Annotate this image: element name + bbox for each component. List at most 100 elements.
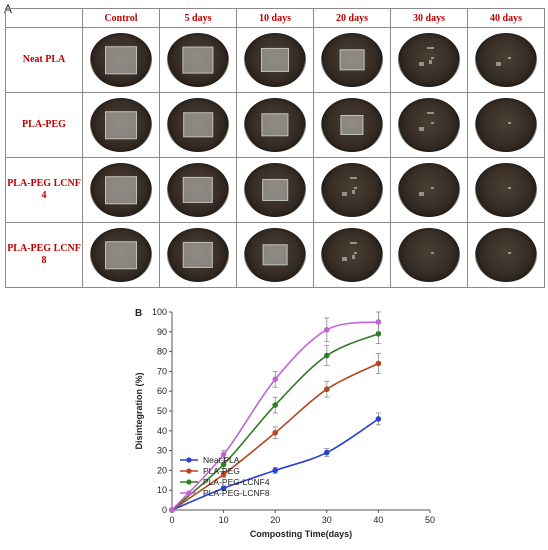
petri-dish-image: [90, 228, 152, 282]
y-tick-label: 0: [162, 505, 167, 515]
grid-header-row: Control 5 days 10 days 20 days 30 days 4…: [5, 8, 545, 28]
y-tick-label: 20: [157, 465, 167, 475]
col-header: 20 days: [313, 8, 391, 28]
x-tick-label: 20: [270, 515, 280, 525]
sample-photo-cell: [313, 92, 391, 158]
sample-photo-cell: [236, 92, 314, 158]
film-fragment: [342, 256, 348, 261]
film-fragment: [430, 252, 434, 254]
sample-photo-cell: [159, 92, 237, 158]
sample-photo-cell: [82, 157, 160, 223]
film-fragment: [353, 187, 357, 189]
sample-photo-cell: [390, 92, 468, 158]
data-point: [169, 507, 175, 513]
y-tick-label: 60: [157, 386, 167, 396]
petri-dish-image: [475, 98, 537, 152]
film-sample: [183, 112, 213, 138]
sample-photo-cell: [159, 222, 237, 288]
sample-photo-cell: [467, 92, 545, 158]
y-tick-label: 30: [157, 446, 167, 456]
data-point: [375, 319, 382, 325]
petri-dish-image: [321, 33, 383, 87]
y-tick-label: 10: [157, 485, 167, 495]
data-point: [272, 376, 278, 383]
film-fragment: [427, 111, 435, 114]
degradation-photo-grid: Control 5 days 10 days 20 days 30 days 4…: [5, 8, 545, 288]
sample-photo-cell: [390, 222, 468, 288]
film-sample: [340, 114, 364, 136]
film-sample: [105, 111, 137, 139]
sample-photo-cell: [82, 92, 160, 158]
film-sample: [105, 176, 137, 204]
film-fragment: [507, 187, 511, 189]
y-tick-label: 50: [157, 406, 167, 416]
row-header: PLA-PEG LCNF 4: [5, 157, 83, 223]
data-point: [220, 451, 227, 458]
data-point: [272, 467, 278, 474]
x-tick-label: 50: [425, 515, 435, 525]
film-sample: [261, 47, 289, 73]
film-sample: [339, 49, 365, 71]
petri-dish-image: [321, 98, 383, 152]
film-fragment: [353, 252, 357, 254]
film-fragment: [350, 241, 358, 244]
petri-dish-image: [167, 98, 229, 152]
legend-entry: PLA-PEG-LCNF4: [203, 477, 270, 487]
petri-dish-image: [90, 163, 152, 217]
petri-dish-image: [90, 33, 152, 87]
petri-dish-image: [167, 33, 229, 87]
film-sample: [261, 113, 289, 137]
film-sample: [105, 46, 137, 74]
data-point: [324, 386, 330, 393]
row-header: PLA-PEG: [5, 92, 83, 158]
sample-photo-cell: [467, 157, 545, 223]
sample-photo-cell: [467, 222, 545, 288]
col-header: 40 days: [467, 8, 545, 28]
film-fragment: [419, 126, 425, 131]
col-header: Control: [82, 8, 160, 28]
film-sample: [262, 178, 288, 202]
x-tick-label: 10: [219, 515, 229, 525]
film-fragment: [350, 176, 358, 179]
film-fragment: [419, 191, 425, 196]
data-point: [375, 416, 382, 422]
petri-dish-image: [398, 98, 460, 152]
y-axis-label: Disintegration (%): [134, 372, 144, 449]
legend-entry: Neat PLA: [203, 455, 240, 465]
sample-photo-cell: [313, 222, 391, 288]
disintegration-line-chart: 0 10 20 30 40 50 60 70 80 90 100 0 10 20 30 40 50 Neat P…: [134, 307, 435, 539]
data-point: [220, 485, 227, 492]
legend-swatch-marker: [186, 490, 192, 496]
petri-dish-image: [167, 163, 229, 217]
film-sample: [262, 244, 288, 266]
film-sample: [182, 241, 214, 269]
legend-entry: PLA-PEG: [203, 466, 240, 476]
petri-dish-image: [475, 33, 537, 87]
petri-dish-image: [321, 228, 383, 282]
x-tick-label: 30: [322, 515, 332, 525]
y-tick-label: 100: [152, 307, 167, 317]
sample-photo-cell: [159, 27, 237, 93]
film-fragment: [430, 122, 434, 124]
film-sample: [105, 241, 137, 269]
x-axis-label: Composting Time(days): [250, 529, 352, 539]
data-point: [324, 352, 330, 359]
petri-dish-image: [321, 163, 383, 217]
film-fragment: [430, 187, 434, 189]
film-fragment: [351, 254, 355, 259]
grid-row: Neat PLA: [5, 27, 545, 93]
petri-dish-image: [398, 33, 460, 87]
film-fragment: [419, 61, 425, 66]
petri-dish-image: [244, 33, 306, 87]
row-header: PLA-PEG LCNF 8: [5, 222, 83, 288]
data-point: [272, 429, 278, 436]
sample-photo-cell: [236, 222, 314, 288]
petri-dish-image: [244, 163, 306, 217]
sample-photo-cell: [236, 157, 314, 223]
petri-dish-image: [475, 228, 537, 282]
grid-corner: [5, 8, 83, 28]
film-fragment: [351, 189, 355, 194]
sample-photo-cell: [236, 27, 314, 93]
petri-dish-image: [244, 98, 306, 152]
data-point: [220, 461, 227, 468]
